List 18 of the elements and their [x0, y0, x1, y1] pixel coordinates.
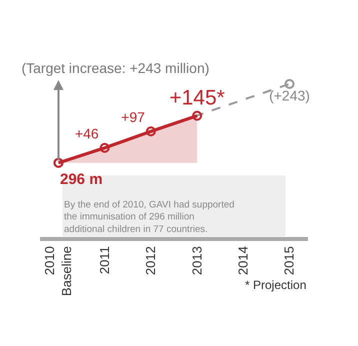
chart-title: (Target increase: +243 million) — [21, 60, 210, 76]
annotation: 296 m — [60, 171, 103, 188]
x-tick-label: 2014 — [236, 246, 251, 276]
point — [192, 110, 202, 121]
x-tick-label: 2015 — [282, 246, 297, 276]
x-tick-label: 2012 — [143, 246, 158, 276]
x-tick-label: 2013 — [189, 246, 204, 276]
point — [100, 142, 110, 153]
data-label: +145* — [169, 86, 225, 110]
data-label: +46 — [74, 125, 99, 142]
text: * Projection — [245, 278, 306, 292]
text: By the end of 2010, GAVI had supported the immunisation of 296 million additional children in 77 countries. — [64, 199, 234, 235]
point — [146, 126, 156, 136]
point — [284, 78, 295, 89]
x-tick-label: 2011 — [96, 246, 112, 274]
x-tick-label: 2010 Baseline — [42, 246, 74, 296]
data-label: +97 — [121, 108, 146, 125]
data-label: (+243) — [269, 87, 310, 104]
